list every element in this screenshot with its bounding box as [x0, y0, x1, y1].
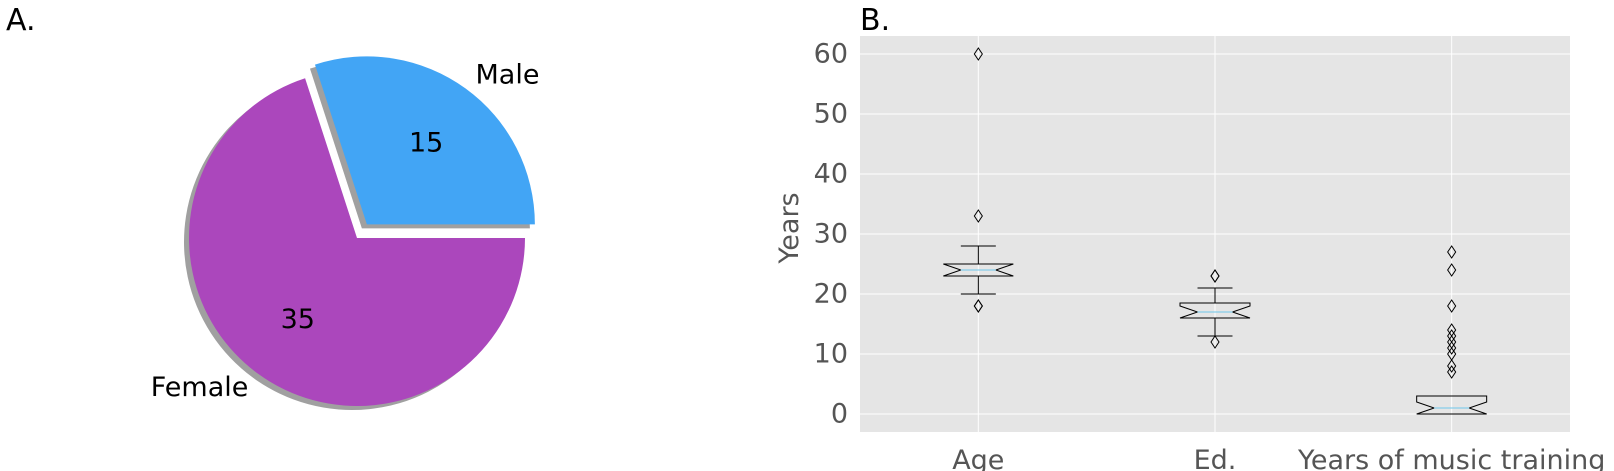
flier-point	[1447, 335, 1457, 349]
pie-slice-female	[189, 78, 525, 406]
flier-point	[1447, 323, 1457, 337]
y-tick-label: 30	[814, 219, 848, 250]
flier-point	[1447, 329, 1457, 343]
box-plot: 0 10 20 30 40 50 60 Age Ed. Years of music train…	[774, 36, 1605, 471]
x-tick-label-ed: Ed.	[1194, 445, 1237, 471]
pie-value-male: 15	[409, 127, 443, 158]
box-body	[943, 263, 1014, 277]
flier-point	[1447, 245, 1457, 259]
flier-point	[1447, 365, 1457, 379]
box-series	[943, 47, 1488, 415]
box-age	[943, 47, 1014, 313]
panel-b-label: B.	[860, 3, 890, 38]
panel-a-label: A.	[6, 3, 36, 38]
box-body	[1179, 302, 1251, 319]
x-tick-label-age: Age	[952, 445, 1004, 471]
flier-point	[1210, 269, 1220, 283]
flier-point	[1210, 335, 1220, 349]
pie-label-female: Female	[151, 372, 249, 403]
y-tick-label: 20	[814, 279, 848, 310]
pie-value-female: 35	[281, 304, 315, 335]
y-tick-label: 10	[814, 339, 848, 370]
pie-chart: 15 Male 35 Female	[151, 56, 539, 410]
x-tick-label-years-of-music-training: Years of music training	[1297, 445, 1605, 471]
pie-label-male: Male	[475, 59, 539, 90]
y-tick-label: 60	[814, 39, 848, 70]
flier-point	[973, 299, 983, 313]
y-tick-label: 50	[814, 99, 848, 130]
y-tick-label: 0	[831, 399, 848, 430]
x-tick-labels: Age Ed. Years of music training	[952, 445, 1605, 471]
y-tick-labels: 0 10 20 30 40 50 60	[814, 39, 848, 430]
flier-point	[1447, 263, 1457, 277]
y-tick-label: 40	[814, 159, 848, 190]
flier-point	[1447, 299, 1457, 313]
flier-point	[1447, 359, 1457, 373]
flier-point	[973, 209, 983, 223]
flier-point	[1447, 347, 1457, 361]
flier-point	[973, 47, 983, 61]
y-axis-title: Years	[774, 192, 805, 264]
box-body	[1416, 395, 1488, 415]
pie-slice-male	[314, 56, 535, 225]
box-ed	[1179, 269, 1251, 349]
flier-point	[1447, 341, 1457, 355]
box-years-of-music-training	[1416, 245, 1488, 415]
